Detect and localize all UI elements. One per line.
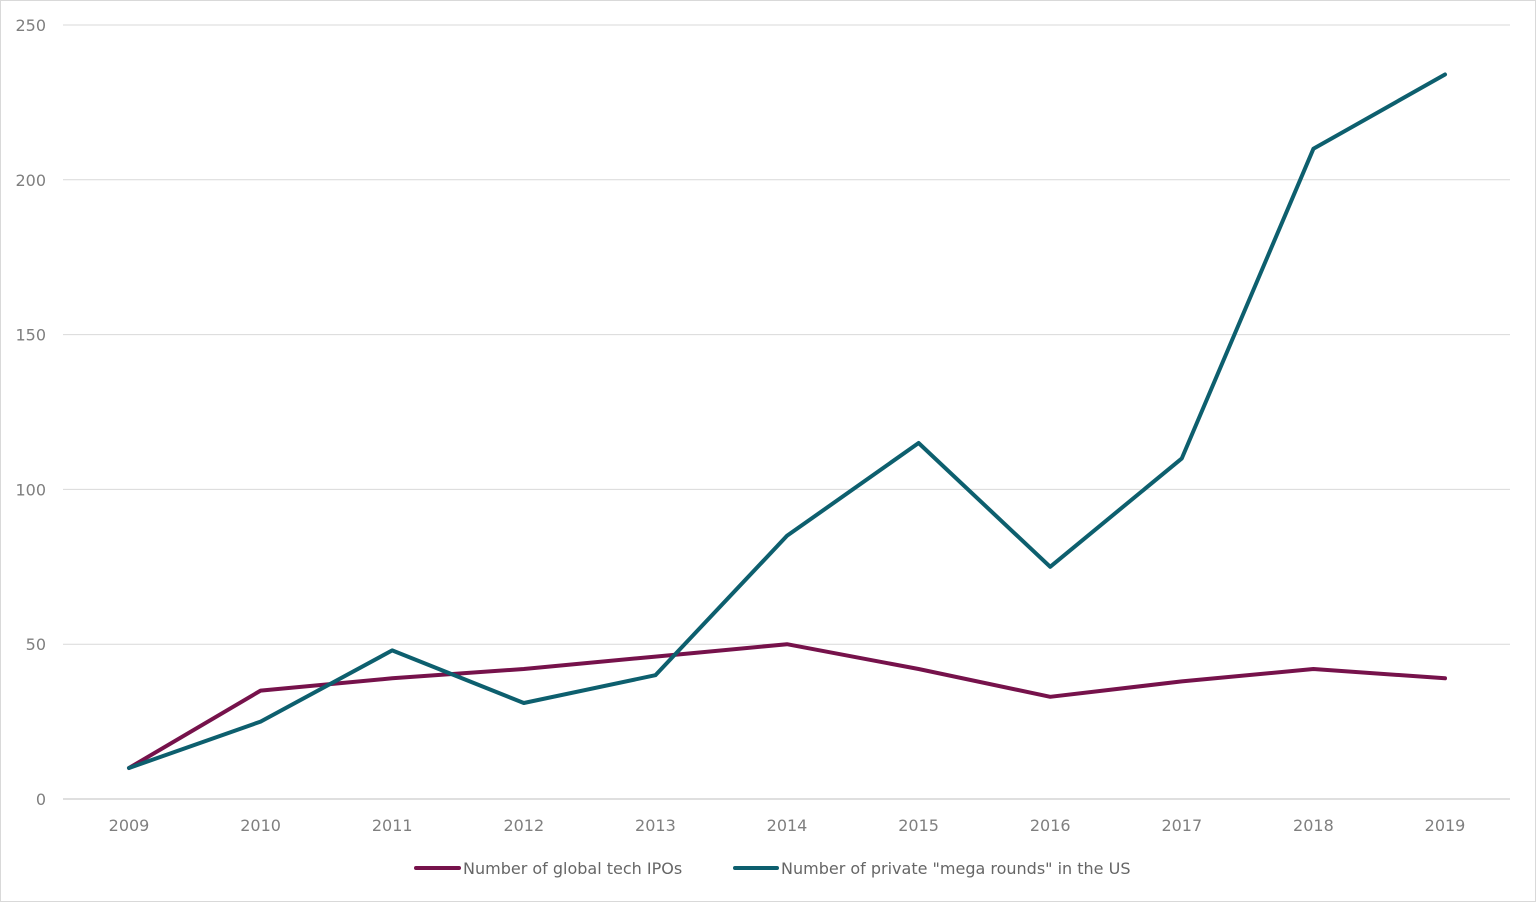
gridlines (63, 24, 1510, 800)
x-tick-label: 2012 (503, 816, 544, 835)
series-line-2 (127, 72, 1447, 770)
legend-label-2: Number of private "mega rounds" in the U… (781, 859, 1130, 878)
y-tick-label: 50 (26, 635, 46, 654)
x-axis-tick-labels: 2009 2010 2011 2012 2013 2014 2015 2016 2017 2018… (109, 816, 1466, 835)
x-tick-label: 2013 (635, 816, 676, 835)
y-tick-label: 150 (15, 326, 46, 345)
x-tick-label: 2014 (767, 816, 808, 835)
x-tick-label: 2015 (898, 816, 939, 835)
x-tick-label: 2019 (1425, 816, 1466, 835)
x-tick-label: 2016 (1030, 816, 1071, 835)
x-tick-label: 2018 (1293, 816, 1334, 835)
series-line-1 (127, 642, 1447, 770)
x-tick-label: 2010 (240, 816, 281, 835)
y-tick-label: 100 (15, 480, 46, 499)
x-tick-label: 2009 (109, 816, 150, 835)
x-tick-label: 2017 (1161, 816, 1202, 835)
legend-label-1: Number of global tech IPOs (463, 859, 682, 878)
y-axis-tick-labels: 0 50 100 150 200 250 (15, 16, 46, 809)
series-lines (127, 72, 1447, 770)
x-tick-label: 2011 (372, 816, 413, 835)
y-tick-label: 0 (36, 790, 46, 809)
y-tick-label: 200 (15, 171, 46, 190)
y-tick-label: 250 (15, 16, 46, 35)
legend: Number of global tech IPOs Number of priv… (414, 859, 1130, 878)
